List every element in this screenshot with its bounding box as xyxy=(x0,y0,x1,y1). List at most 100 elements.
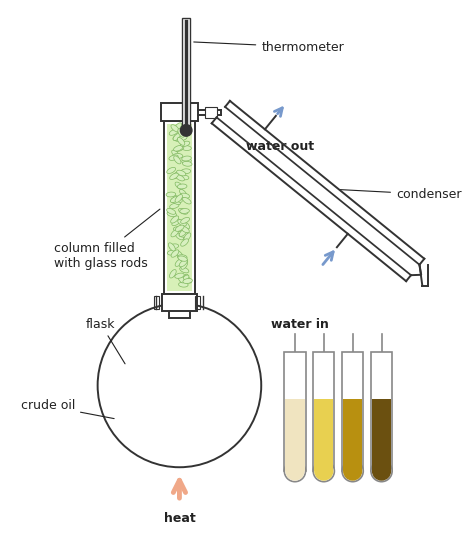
Ellipse shape xyxy=(177,255,187,259)
Ellipse shape xyxy=(172,219,181,226)
Text: water in: water in xyxy=(271,318,328,331)
Ellipse shape xyxy=(169,129,178,135)
Text: thermometer: thermometer xyxy=(194,40,344,54)
Text: heat: heat xyxy=(164,512,195,525)
Ellipse shape xyxy=(170,270,176,278)
Bar xyxy=(372,400,391,471)
Ellipse shape xyxy=(179,175,189,180)
Bar xyxy=(205,107,217,118)
Bar xyxy=(285,400,305,471)
Ellipse shape xyxy=(182,129,188,138)
Ellipse shape xyxy=(182,198,191,204)
Ellipse shape xyxy=(175,182,183,190)
Ellipse shape xyxy=(175,273,184,278)
Ellipse shape xyxy=(184,233,191,241)
Ellipse shape xyxy=(179,229,187,236)
Ellipse shape xyxy=(181,169,191,173)
Ellipse shape xyxy=(180,190,187,197)
Bar xyxy=(162,294,197,311)
Bar xyxy=(195,296,200,309)
Ellipse shape xyxy=(179,282,188,287)
Ellipse shape xyxy=(167,250,177,255)
Ellipse shape xyxy=(175,135,184,141)
Ellipse shape xyxy=(171,125,179,132)
Ellipse shape xyxy=(313,461,334,482)
Ellipse shape xyxy=(173,134,182,140)
Ellipse shape xyxy=(177,251,183,260)
Ellipse shape xyxy=(170,173,178,179)
Bar xyxy=(182,18,190,126)
Bar xyxy=(164,121,195,294)
Bar xyxy=(371,352,392,471)
Ellipse shape xyxy=(173,195,182,202)
Ellipse shape xyxy=(173,154,183,158)
Ellipse shape xyxy=(181,226,189,233)
Ellipse shape xyxy=(182,146,191,150)
Text: crude oil: crude oil xyxy=(21,400,114,419)
Ellipse shape xyxy=(178,256,187,262)
Ellipse shape xyxy=(182,221,190,229)
Bar xyxy=(284,352,306,471)
Text: flask: flask xyxy=(86,318,125,364)
Ellipse shape xyxy=(179,208,188,214)
Ellipse shape xyxy=(179,233,189,237)
Ellipse shape xyxy=(179,259,187,267)
Ellipse shape xyxy=(182,275,189,282)
Ellipse shape xyxy=(181,217,190,223)
Ellipse shape xyxy=(178,220,186,226)
Ellipse shape xyxy=(174,146,184,151)
Bar xyxy=(155,296,159,309)
Ellipse shape xyxy=(178,274,184,283)
Ellipse shape xyxy=(180,208,190,213)
Bar xyxy=(342,352,363,471)
Ellipse shape xyxy=(181,239,189,246)
Ellipse shape xyxy=(166,192,176,197)
Ellipse shape xyxy=(178,135,187,141)
Ellipse shape xyxy=(167,168,176,173)
Ellipse shape xyxy=(371,461,392,482)
Ellipse shape xyxy=(178,129,184,137)
Ellipse shape xyxy=(176,175,184,181)
Text: water out: water out xyxy=(246,140,315,153)
Ellipse shape xyxy=(175,225,184,231)
Bar xyxy=(161,104,198,121)
Ellipse shape xyxy=(314,461,333,481)
Ellipse shape xyxy=(183,275,191,283)
Ellipse shape xyxy=(181,141,190,147)
Ellipse shape xyxy=(172,150,179,158)
Ellipse shape xyxy=(171,216,179,223)
Ellipse shape xyxy=(342,461,363,482)
Ellipse shape xyxy=(173,146,183,151)
Ellipse shape xyxy=(180,193,190,198)
Ellipse shape xyxy=(177,184,187,189)
Ellipse shape xyxy=(182,158,191,163)
Ellipse shape xyxy=(167,212,176,216)
Ellipse shape xyxy=(175,233,183,240)
Bar xyxy=(313,352,334,471)
Ellipse shape xyxy=(172,198,181,205)
Ellipse shape xyxy=(284,461,306,482)
Ellipse shape xyxy=(170,203,179,208)
Ellipse shape xyxy=(177,137,185,146)
Ellipse shape xyxy=(177,170,186,176)
Ellipse shape xyxy=(285,461,305,481)
Ellipse shape xyxy=(343,461,362,481)
Text: column filled
with glass rods: column filled with glass rods xyxy=(55,209,160,270)
Bar xyxy=(167,124,192,291)
Ellipse shape xyxy=(180,267,189,273)
Ellipse shape xyxy=(169,244,179,249)
Ellipse shape xyxy=(182,128,191,133)
Bar xyxy=(169,308,190,318)
Ellipse shape xyxy=(174,123,182,130)
Ellipse shape xyxy=(372,461,391,481)
Ellipse shape xyxy=(179,256,188,263)
Ellipse shape xyxy=(173,227,183,231)
Ellipse shape xyxy=(182,161,192,166)
Ellipse shape xyxy=(182,156,191,161)
Ellipse shape xyxy=(168,243,175,251)
Circle shape xyxy=(181,125,192,136)
Ellipse shape xyxy=(171,197,180,202)
Ellipse shape xyxy=(181,261,188,270)
Ellipse shape xyxy=(171,229,179,237)
Ellipse shape xyxy=(169,155,178,161)
